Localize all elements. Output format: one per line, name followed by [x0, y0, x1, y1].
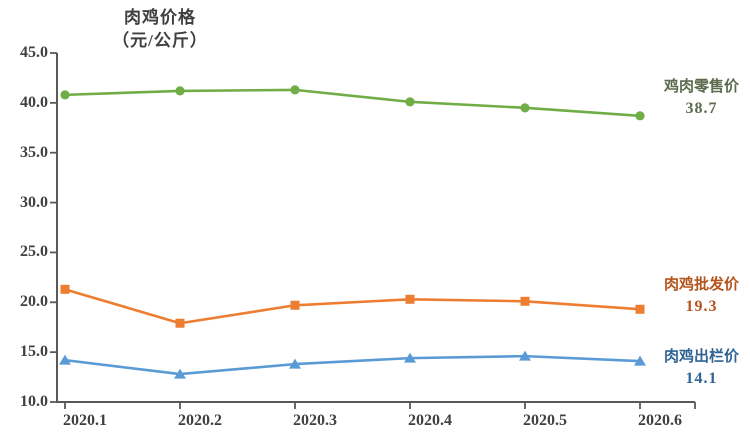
- series-label-farmgate: 肉鸡出栏价 14.1: [653, 346, 750, 390]
- x-axis-tick-label: 2020.2: [178, 412, 222, 429]
- x-axis-tick-label: 2020.4: [408, 412, 452, 429]
- wholesale-marker: [520, 296, 530, 306]
- series-label-retail: 鸡肉零售价 38.7: [653, 76, 750, 120]
- retail-marker: [60, 90, 70, 100]
- x-axis-tick-label: 2020.3: [293, 412, 337, 429]
- farmgate-marker: [289, 358, 301, 369]
- farmgate-marker: [404, 352, 416, 363]
- retail-marker: [405, 97, 415, 107]
- y-axis-tick-label: 40.0: [20, 94, 48, 111]
- y-axis-tick-label: 25.0: [20, 243, 48, 260]
- wholesale-marker: [175, 318, 185, 328]
- farmgate-marker: [519, 350, 531, 361]
- farmgate-marker: [59, 354, 71, 365]
- farmgate-line: [63, 354, 642, 376]
- retail-marker: [635, 111, 645, 121]
- series-label-farmgate-name: 肉鸡出栏价: [663, 349, 739, 365]
- chart-title-line1: 肉鸡价格: [124, 8, 196, 27]
- farmgate-marker: [174, 368, 186, 379]
- series-label-wholesale-name: 肉鸡批发价: [663, 277, 739, 293]
- y-axis-tick-label: 45.0: [20, 44, 48, 61]
- series-label-wholesale: 肉鸡批发价 19.3: [653, 274, 750, 318]
- series-label-retail-value: 38.7: [685, 100, 718, 117]
- series-label-farmgate-value: 14.1: [685, 370, 718, 387]
- y-axis-tick-label: 10.0: [20, 393, 48, 410]
- retail-marker: [290, 85, 300, 95]
- retail-marker: [520, 103, 530, 113]
- wholesale-marker: [405, 294, 415, 304]
- axis-lines: [56, 53, 695, 403]
- retail-marker: [175, 86, 185, 96]
- y-axis-tick-label: 20.0: [20, 293, 48, 310]
- series-label-wholesale-value: 19.3: [685, 298, 718, 315]
- x-axis-tick-label: 2020.1: [63, 412, 107, 429]
- chart-title-line2: （元/公斤）: [112, 31, 208, 50]
- wholesale-marker: [635, 304, 645, 314]
- y-axis-tick-label: 30.0: [20, 194, 48, 211]
- x-axis-tick-label: 2020.6: [638, 412, 682, 429]
- farmgate-marker: [634, 355, 646, 366]
- wholesale-marker: [290, 300, 300, 310]
- chart-title: 肉鸡价格 （元/公斤）: [55, 6, 265, 52]
- retail-line: [63, 88, 642, 118]
- wholesale-marker: [60, 284, 70, 294]
- x-axis-tick-label: 2020.5: [523, 412, 567, 429]
- y-axis-tick-label: 15.0: [20, 343, 48, 360]
- y-axis-tick-label: 35.0: [20, 144, 48, 161]
- series-label-retail-name: 鸡肉零售价: [663, 79, 739, 95]
- wholesale-line: [63, 288, 642, 325]
